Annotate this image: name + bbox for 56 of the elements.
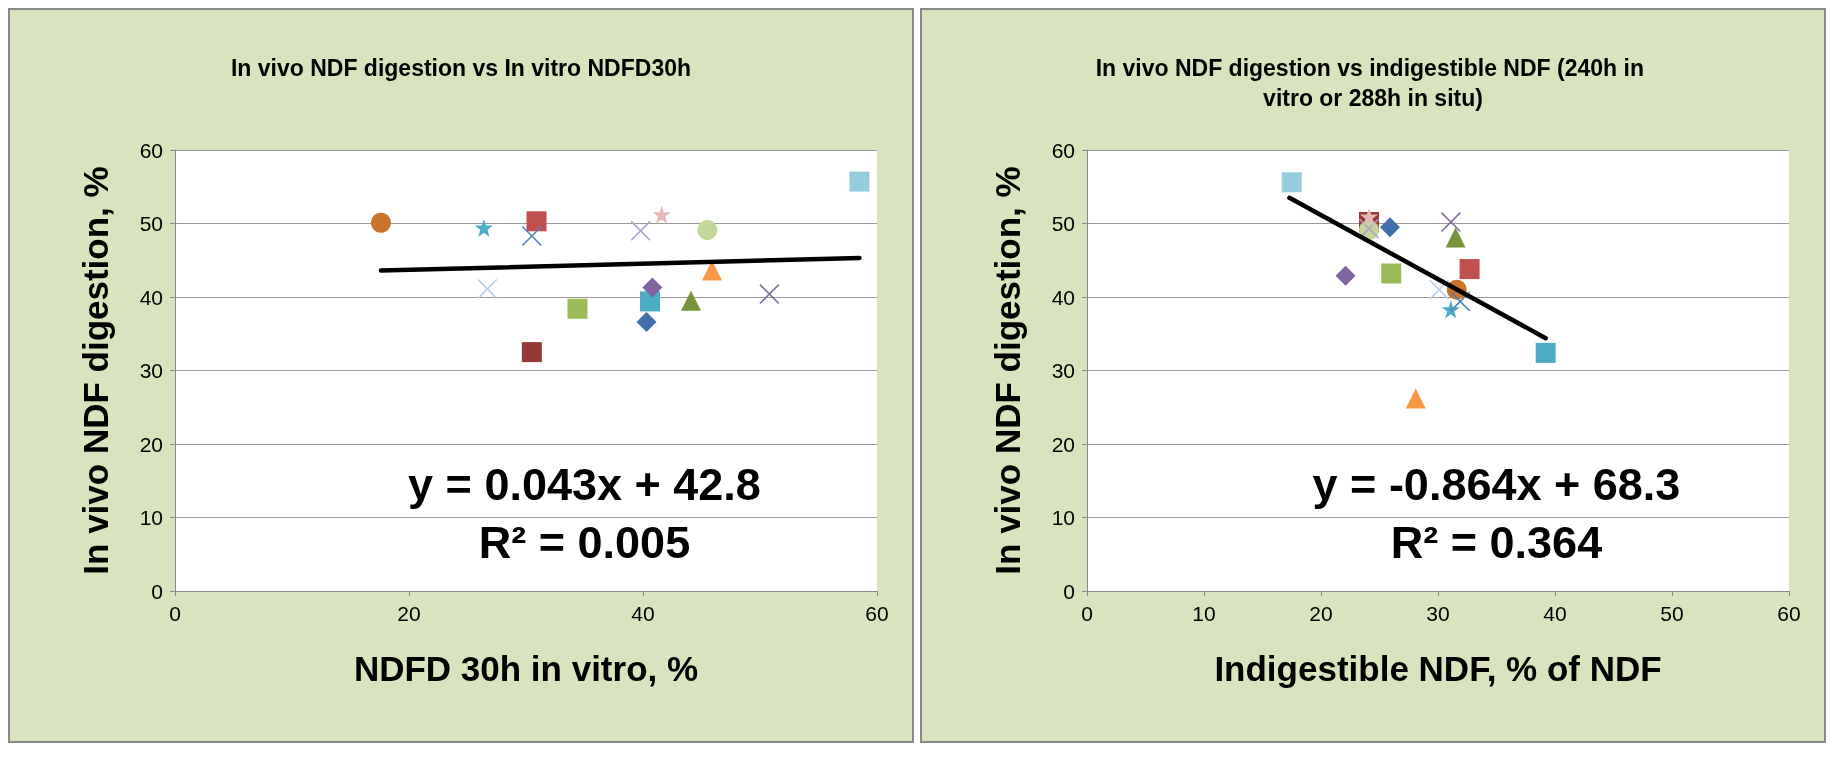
point: [474, 218, 493, 237]
annotation: R² = 0.364: [1390, 516, 1603, 568]
y-tick-label: 60: [139, 138, 163, 162]
y-tick-label: 40: [1051, 285, 1075, 309]
point: [1281, 172, 1302, 193]
point: [521, 342, 542, 363]
y-tick-label: 20: [1051, 432, 1075, 456]
point: [1445, 227, 1466, 248]
y-tick-label: 30: [139, 359, 163, 382]
y-tick-label: 50: [139, 212, 163, 235]
chart-title: In vivo NDF digestion vs In vitro NDFD30h: [230, 55, 692, 81]
point: [370, 212, 391, 233]
point: [526, 211, 547, 232]
x-tick-label: 60: [865, 602, 889, 625]
y-axis-title: In vivo NDF digestion, %: [988, 166, 1027, 575]
x-tick-label: 40: [631, 602, 655, 625]
point: [1441, 300, 1460, 319]
point: [1535, 342, 1556, 363]
point: [1335, 265, 1356, 286]
point: [642, 277, 663, 298]
x-tick-label: 10: [1192, 602, 1216, 625]
y-tick-label: 20: [139, 432, 163, 456]
annotation: R² = 0.005: [478, 516, 691, 568]
point: [1459, 259, 1480, 280]
x-tick-label: 30: [1426, 602, 1450, 625]
y-tick-label: 10: [139, 506, 163, 529]
x-tick-label: 40: [1543, 602, 1567, 625]
y-tick-label: 0: [1063, 579, 1075, 603]
y-tick-label: 30: [1051, 359, 1075, 382]
x-tick-label: 50: [1660, 602, 1684, 625]
point: [849, 171, 870, 192]
point: [1381, 263, 1402, 284]
annotation: y = 0.043x + 42.8: [408, 458, 761, 510]
y-tick-label: 10: [1051, 506, 1075, 529]
chart-title: In vivo NDF digestion vs indigestible NDF (240h in vitro or 288h in situ): [1095, 55, 1651, 111]
x-axis-title: Indigestible NDF, % of NDF: [1214, 649, 1662, 688]
y-tick-label: 60: [1051, 138, 1075, 162]
y-tick-label: 40: [139, 285, 163, 309]
x-tick-label: 0: [169, 602, 181, 625]
point: [680, 290, 701, 311]
x-tick-label: 60: [1777, 602, 1801, 625]
y-tick-label: 50: [1051, 212, 1075, 235]
y-axis-title: In vivo NDF digestion, %: [76, 166, 115, 575]
annotation: y = -0.864x + 68.3: [1312, 458, 1681, 510]
x-axis-title: NDFD 30h in vitro, %: [353, 649, 699, 688]
point: [567, 298, 588, 319]
point: [1405, 388, 1426, 409]
x-tick-label: 20: [397, 602, 421, 625]
y-tick-label: 0: [151, 579, 163, 603]
x-tick-label: 0: [1081, 602, 1093, 625]
point: [1359, 207, 1378, 226]
point: [697, 220, 718, 241]
x-tick-label: 20: [1309, 602, 1333, 625]
point: [1380, 217, 1401, 238]
point: [636, 311, 657, 332]
point: [652, 205, 671, 224]
